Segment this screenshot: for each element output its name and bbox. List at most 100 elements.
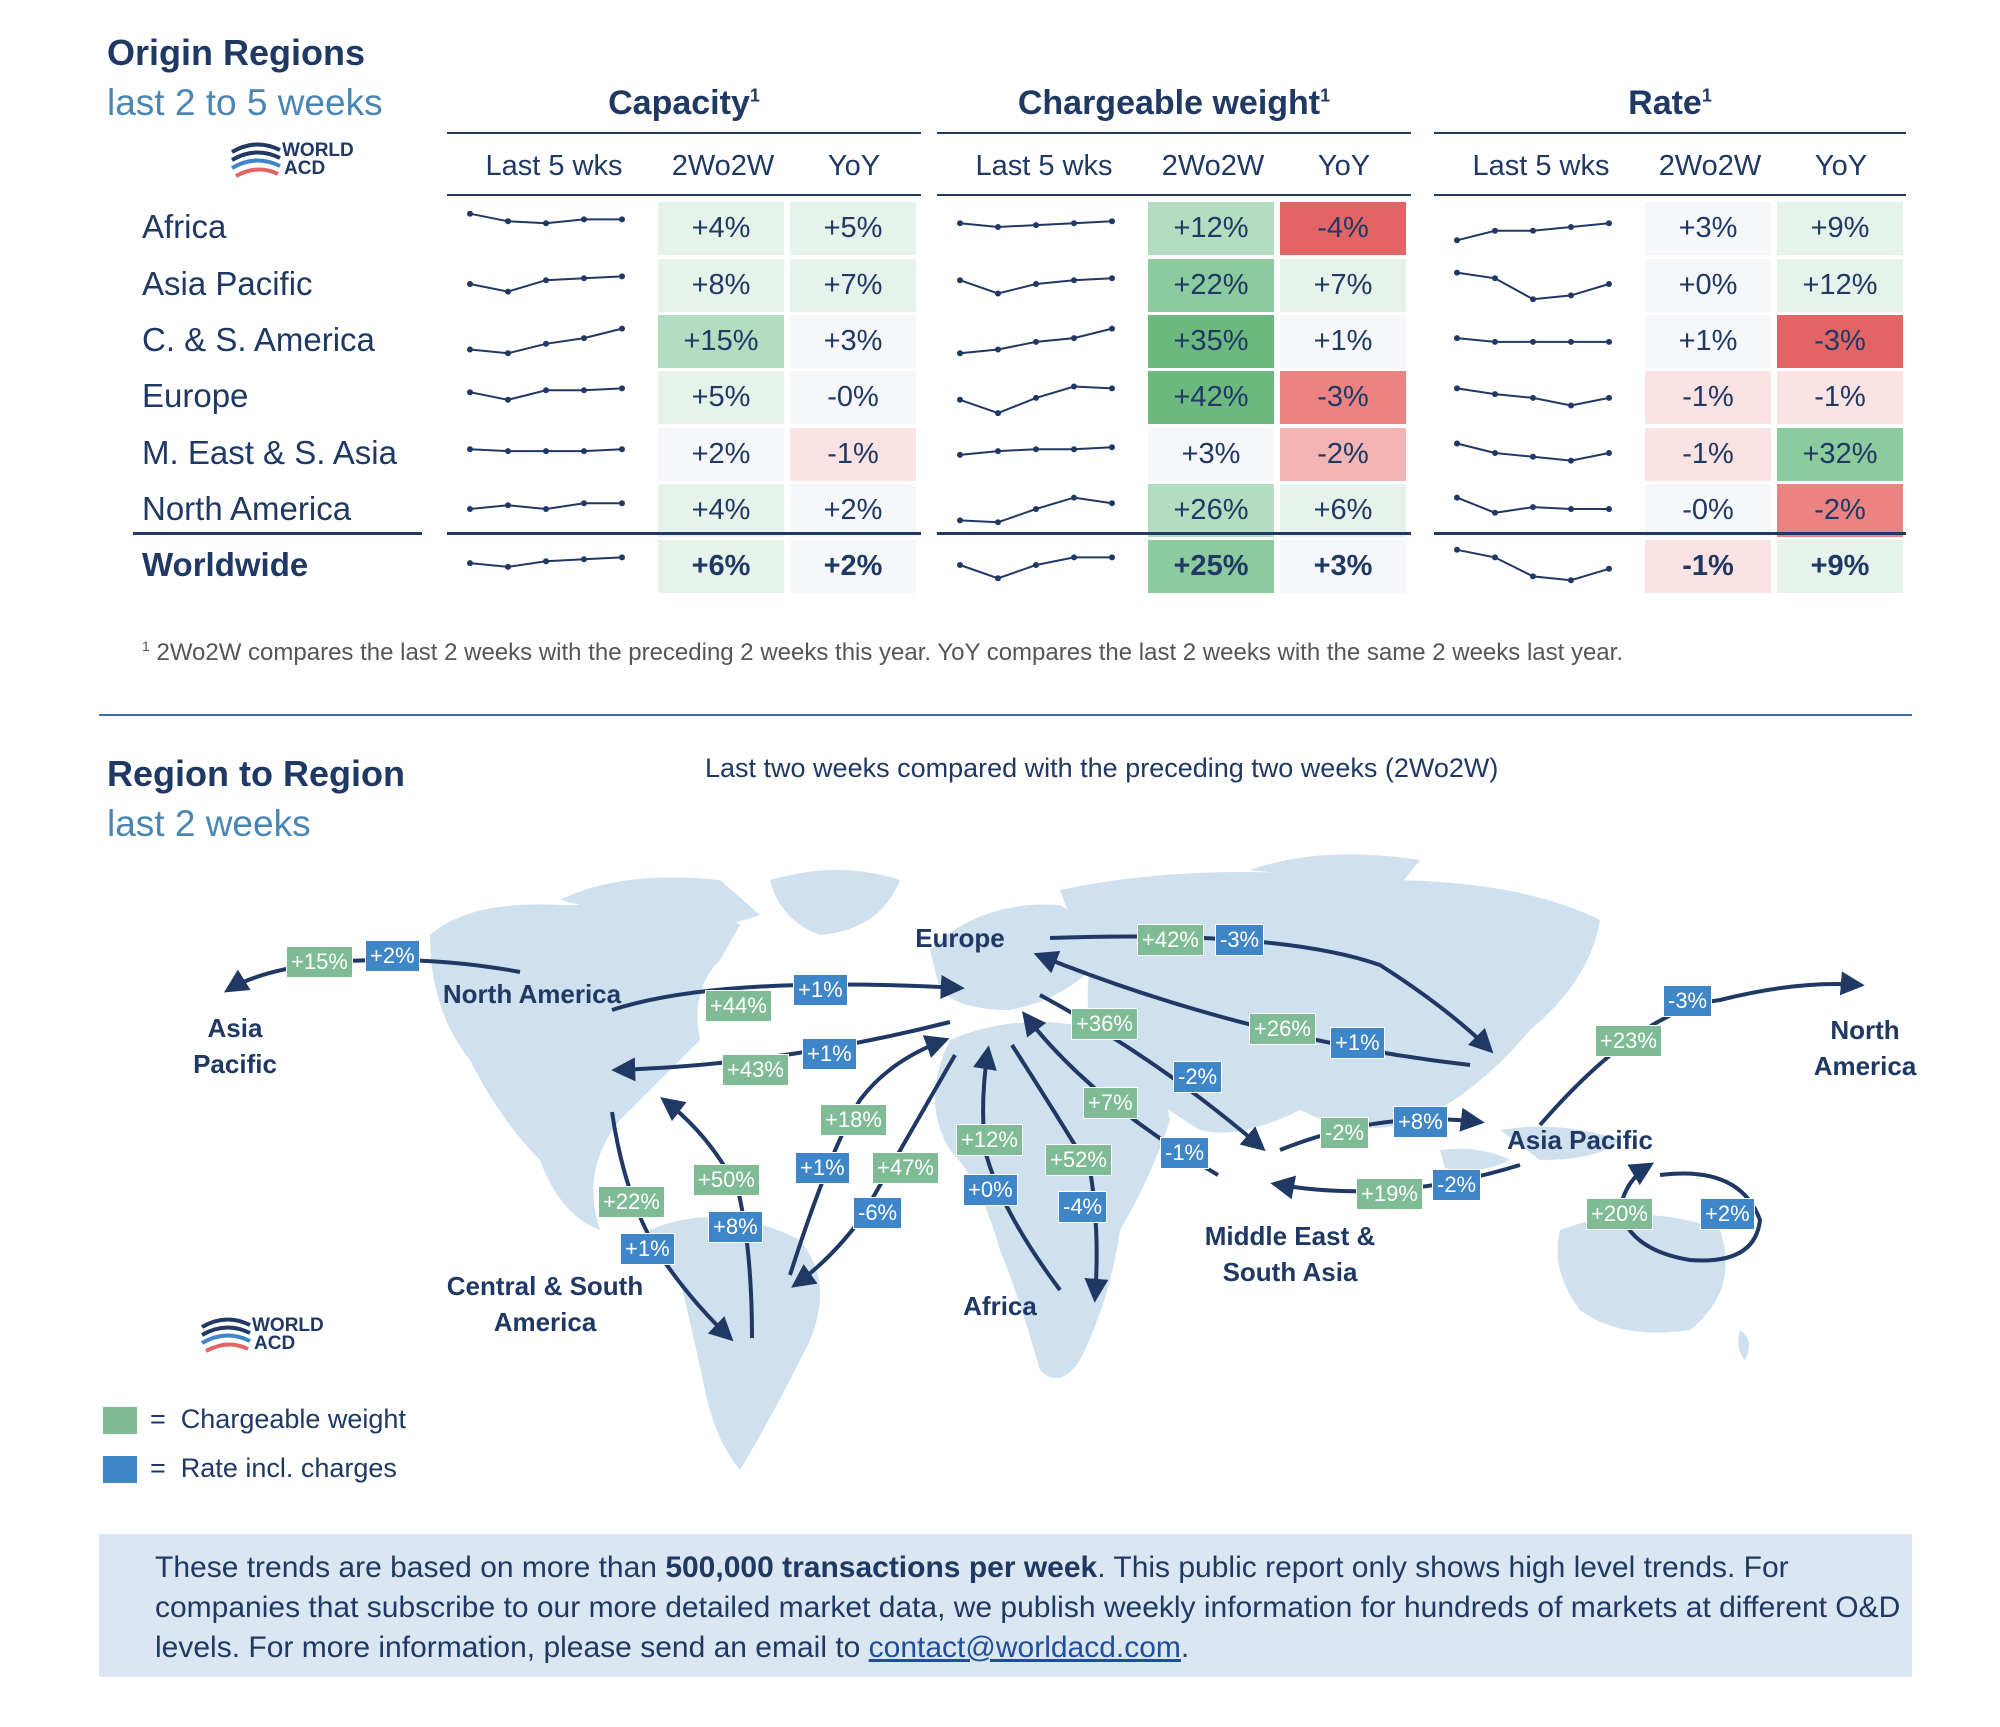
sparkline-weight (957, 325, 1115, 357)
cell-rate-w2: +1% (1645, 315, 1771, 368)
origin-subtitle: last 2 to 5 weeks (107, 82, 383, 123)
sparkline-point (1530, 338, 1536, 345)
region-label: C. & S. America (142, 321, 375, 358)
sparkline-point (995, 346, 1001, 353)
logo-word-2: ACD (284, 158, 326, 179)
legend-rate-label: = Rate incl. charges (150, 1453, 397, 1483)
sparkline-point (1530, 453, 1536, 460)
worldwide-rule-rate (1434, 532, 1906, 535)
cell-weight-yoy: +1% (1280, 315, 1406, 368)
sparkline-point (1109, 275, 1115, 282)
cell-capacity-yoy: +2% (790, 540, 916, 593)
sparkline-point (1606, 565, 1612, 572)
sparkline-point (995, 410, 1001, 417)
sparkline-point (505, 448, 511, 455)
cell-rate-w2: -1% (1645, 540, 1771, 593)
sparkline-point (581, 216, 587, 223)
region-label: North America (142, 490, 352, 527)
sparkline-point (1109, 554, 1115, 561)
sparkline-point (1568, 338, 1574, 345)
region-label: Europe (142, 377, 249, 414)
sparkline-point (581, 335, 587, 342)
sparkline-point (581, 448, 587, 455)
sparkline-point (1071, 220, 1077, 227)
sparkline-point (1568, 402, 1574, 409)
cell-rate-w2: -0% (1645, 484, 1771, 537)
tag-asia-na-rate: -3% (1663, 985, 1713, 1017)
legend-weight-swatch (103, 1407, 137, 1434)
group-title-chargeable-weight: Chargeable weight1 (1017, 84, 1331, 122)
worldwide-rule-weight (937, 532, 1411, 535)
tag-asia-europe-rate: +1% (1330, 1027, 1385, 1059)
label-central-south-america: Central & South America (446, 1271, 644, 1337)
region-map-caption: Last two weeks compared with the precedi… (705, 753, 1499, 783)
sparkline-point (505, 563, 511, 570)
info-text: These trends are based on more than 500,… (155, 1551, 1901, 1664)
sparkline-rate (1454, 494, 1612, 516)
tag-europe-asia-weight: +42% (1137, 924, 1204, 956)
sparkline-point (1492, 450, 1498, 456)
sparkline-point (1454, 494, 1460, 501)
tag-na-europe-rate: +1% (793, 974, 848, 1006)
sparkline-point (619, 385, 625, 392)
sparkline-point (543, 220, 549, 227)
sparkline-point (1492, 554, 1498, 561)
worldwide-rule-regions (133, 532, 422, 535)
region-map-title: Region to Region (107, 753, 405, 794)
group-title-rate: Rate1 (1628, 84, 1712, 122)
worldacd-logo-icon (230, 142, 281, 178)
info-box: These trends are based on more than 500,… (99, 1534, 1912, 1677)
sparkline-point (1071, 277, 1077, 284)
sparkline-weight (957, 444, 1115, 458)
logo2-word-1: WORLD (252, 1315, 324, 1336)
label-north-america-right: North America (1813, 1015, 1917, 1081)
contact-email-link[interactable]: contact@worldacd.com (868, 1631, 1181, 1664)
tag-europe-me-rate: -2% (1173, 1061, 1223, 1093)
tag-europe-na-rate: +1% (802, 1038, 857, 1070)
flow-europe-to-me (1039, 993, 1266, 1152)
sparkline-point (505, 502, 511, 509)
tag-me-europe-weight: +7% (1083, 1087, 1138, 1119)
cell-weight-w2: +3% (1148, 428, 1274, 481)
sparkline-point (581, 500, 587, 507)
sparkline-point (957, 396, 963, 403)
sparkline-point (1454, 385, 1460, 392)
region-label: M. East & S. Asia (142, 434, 397, 471)
label-europe: Europe (915, 923, 1005, 953)
sparkline-point (1071, 494, 1077, 501)
tag-na-europe-weight: +44% (705, 990, 772, 1022)
sparkline-capacity (467, 446, 625, 455)
sparkline-rate (1454, 220, 1612, 244)
tag-na-csa-weight: +22% (598, 1186, 665, 1218)
sparkline-point (995, 448, 1001, 455)
sparkline-point (1568, 506, 1574, 512)
cell-capacity-yoy: -0% (790, 371, 916, 424)
cell-rate-w2: -1% (1645, 371, 1771, 424)
tag-me-europe-rate: -1% (1160, 1137, 1210, 1169)
tag-me-asia-weight: -2% (1320, 1117, 1370, 1149)
sparkline-point (1033, 506, 1039, 512)
sparkline-point (995, 519, 1001, 526)
sparkline-point (1530, 227, 1536, 234)
sparkline-point (619, 446, 625, 453)
sparkline-point (505, 396, 511, 403)
label-asia-pacific-left: Asia Pacific (193, 1013, 277, 1079)
sparkline-point (619, 273, 625, 280)
sparkline-rate (1454, 335, 1612, 345)
sparkline-weight (957, 554, 1115, 582)
sparkline-point (1033, 222, 1039, 229)
tag-europe-me-weight: +36% (1071, 1008, 1138, 1040)
cell-weight-yoy: +7% (1280, 259, 1406, 312)
cell-capacity-w2: +15% (658, 315, 784, 368)
sparkline-point (1492, 275, 1498, 282)
group-rule-rate (1434, 132, 1906, 134)
worldwide-rule-capacity (447, 532, 921, 535)
sparkline-point (1071, 554, 1077, 561)
region-label: Asia Pacific (142, 265, 313, 302)
sparkline-point (1071, 383, 1077, 390)
sparkline-point (1606, 338, 1612, 345)
sparkline-point (1606, 220, 1612, 227)
sparkline-point (581, 556, 587, 563)
sparkline-point (619, 216, 625, 223)
tag-csa-na-weight: +50% (693, 1164, 760, 1196)
